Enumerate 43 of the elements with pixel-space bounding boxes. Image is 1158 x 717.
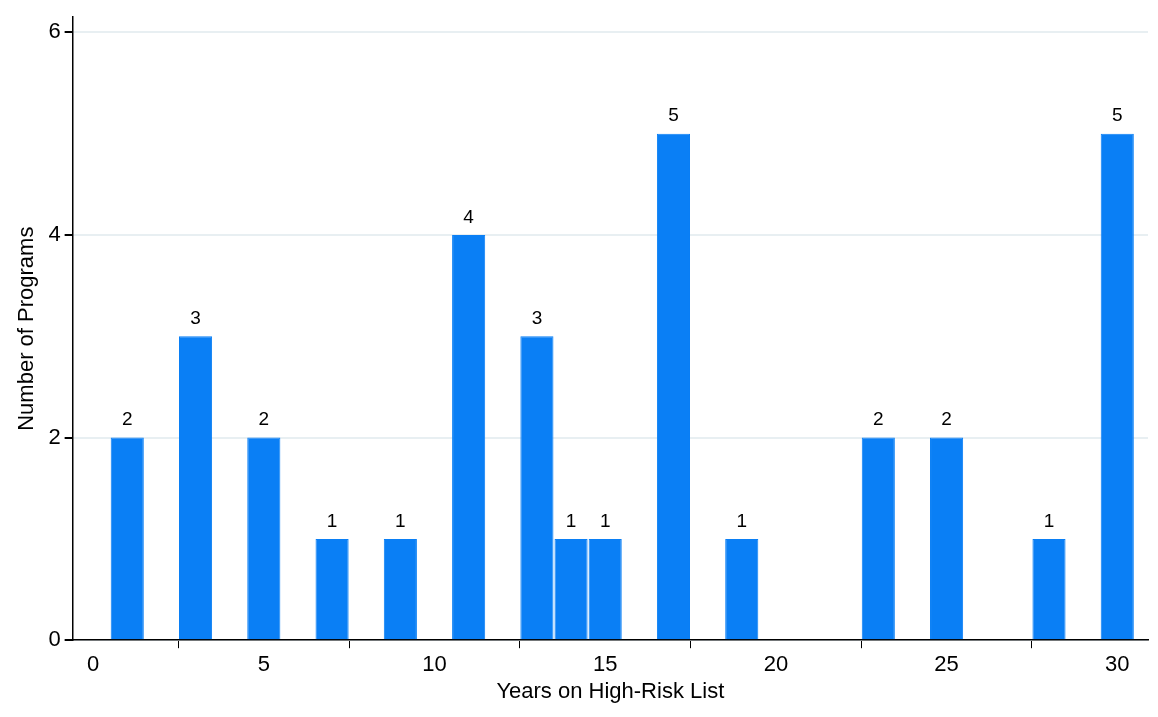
bar — [554, 538, 588, 640]
x-tick-label: 0 — [86, 651, 100, 677]
data-label: 1 — [326, 509, 338, 531]
bar — [315, 538, 349, 640]
data-label: 2 — [258, 408, 270, 430]
bar — [861, 437, 895, 640]
bar — [110, 437, 144, 640]
data-label: 2 — [941, 408, 952, 430]
y-tick-label: 6 — [48, 18, 61, 44]
y-tick-label: 4 — [48, 221, 61, 247]
bar — [178, 336, 213, 640]
data-label: 1 — [565, 509, 577, 531]
y-tick-label: 0 — [48, 626, 61, 652]
data-label: 2 — [121, 408, 133, 430]
y-tick-label: 2 — [48, 423, 61, 449]
data-label: 1 — [395, 509, 406, 531]
data-label: 5 — [1111, 104, 1123, 126]
x-tick-label: 20 — [763, 651, 789, 677]
bar — [725, 538, 759, 640]
x-tick-label: 25 — [934, 651, 959, 677]
data-label: 3 — [190, 307, 201, 329]
data-label: 1 — [599, 509, 611, 531]
bar — [383, 538, 417, 640]
data-label: 1 — [736, 509, 748, 531]
bar — [1032, 538, 1066, 640]
data-label: 2 — [873, 408, 884, 430]
y-axis-title: Number of Programs — [13, 226, 39, 431]
bar — [520, 336, 554, 640]
bar — [930, 437, 964, 640]
x-tick-label: 5 — [257, 651, 270, 677]
data-label: 1 — [1043, 509, 1055, 531]
bar — [452, 235, 486, 640]
x-tick-label: 10 — [422, 651, 447, 677]
x-axis-title: Years on High-Risk List — [496, 677, 725, 703]
x-tick-label: 30 — [1105, 651, 1130, 677]
data-label: 3 — [531, 307, 543, 329]
bar — [1100, 133, 1134, 640]
data-label: 5 — [668, 104, 679, 126]
data-label: 4 — [463, 205, 475, 227]
bar — [247, 437, 281, 640]
bar — [588, 538, 622, 640]
bar — [656, 133, 691, 640]
x-tick-label: 15 — [592, 651, 618, 677]
